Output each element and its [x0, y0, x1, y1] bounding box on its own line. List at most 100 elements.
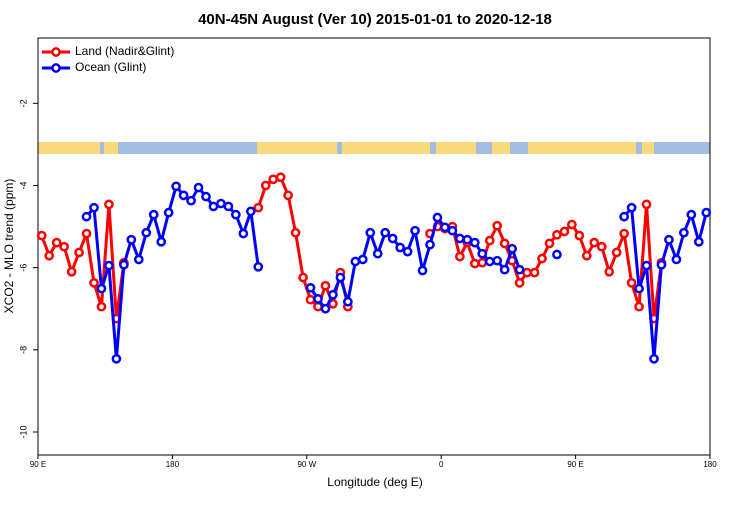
point	[425, 239, 435, 250]
point	[619, 211, 629, 222]
point	[223, 201, 234, 212]
point	[260, 180, 271, 191]
point	[305, 294, 316, 305]
point	[432, 212, 443, 223]
point	[320, 303, 331, 314]
chart-title: 40N-45N August (Ver 10) 2015-01-01 to 20…	[198, 11, 552, 28]
point	[51, 237, 62, 248]
land-band	[436, 142, 476, 154]
point	[693, 236, 704, 247]
point	[417, 265, 428, 276]
point	[350, 256, 361, 267]
point	[343, 296, 353, 307]
point	[410, 225, 420, 236]
point	[544, 238, 555, 249]
point	[126, 234, 137, 245]
point	[492, 255, 503, 266]
point	[537, 253, 547, 264]
legend-label: Land (Nadir&Glint)	[75, 44, 174, 58]
point	[245, 206, 256, 217]
x-tick-label: 180	[166, 460, 180, 469]
point	[216, 198, 226, 209]
point	[499, 264, 510, 275]
x-tick-label: 0	[439, 460, 444, 469]
point	[469, 237, 480, 248]
point	[96, 283, 107, 294]
point	[231, 209, 241, 220]
x-tick-label: 180	[703, 460, 717, 469]
point	[641, 260, 652, 271]
point	[596, 241, 607, 252]
point	[507, 243, 517, 254]
point	[193, 182, 204, 193]
land-ocean-band	[38, 142, 710, 154]
point	[365, 227, 376, 238]
point	[484, 256, 495, 267]
point	[671, 254, 682, 265]
point	[89, 278, 99, 288]
point	[89, 202, 99, 213]
point	[649, 354, 659, 364]
x-axis-label: Longitude (deg E)	[327, 475, 422, 489]
point	[380, 227, 391, 238]
point	[313, 294, 323, 304]
point	[477, 248, 488, 259]
point	[74, 247, 84, 258]
point	[455, 233, 465, 244]
point	[372, 248, 383, 259]
point	[522, 267, 532, 278]
point	[133, 254, 144, 265]
y-tick-label: -8	[18, 346, 28, 354]
point	[305, 282, 316, 293]
land-band	[528, 142, 636, 154]
point	[529, 267, 540, 278]
land-band	[342, 142, 430, 154]
y-tick-label: -6	[18, 264, 28, 272]
point	[163, 207, 174, 218]
point	[626, 278, 637, 288]
point	[440, 222, 450, 233]
land-band	[492, 142, 510, 154]
point	[81, 211, 92, 222]
point	[357, 254, 368, 265]
legend-marker	[51, 63, 61, 73]
point	[328, 289, 338, 300]
point	[66, 266, 77, 277]
point	[335, 272, 346, 283]
point	[402, 246, 413, 257]
point	[455, 251, 465, 262]
point	[634, 283, 644, 294]
point	[604, 266, 615, 277]
point	[462, 234, 473, 245]
point	[611, 247, 622, 258]
point	[447, 225, 458, 236]
point	[679, 227, 689, 238]
point	[634, 301, 644, 312]
point	[552, 249, 562, 260]
point	[320, 280, 331, 291]
point	[148, 209, 159, 220]
point	[484, 235, 495, 246]
point	[469, 258, 480, 269]
point	[552, 229, 562, 240]
point	[686, 209, 697, 220]
point	[141, 227, 152, 238]
point	[171, 181, 181, 192]
point	[111, 354, 122, 364]
point	[96, 301, 107, 312]
point	[253, 261, 264, 272]
y-tick-label: -4	[18, 181, 28, 189]
point	[641, 199, 652, 210]
point	[283, 190, 293, 201]
point	[36, 230, 47, 241]
point	[208, 201, 219, 212]
point	[119, 259, 129, 270]
point	[298, 272, 308, 283]
plot-frame	[37, 37, 711, 456]
point	[253, 202, 264, 213]
land-band	[38, 142, 100, 154]
point	[664, 234, 674, 245]
point	[477, 257, 488, 268]
point	[492, 220, 503, 231]
